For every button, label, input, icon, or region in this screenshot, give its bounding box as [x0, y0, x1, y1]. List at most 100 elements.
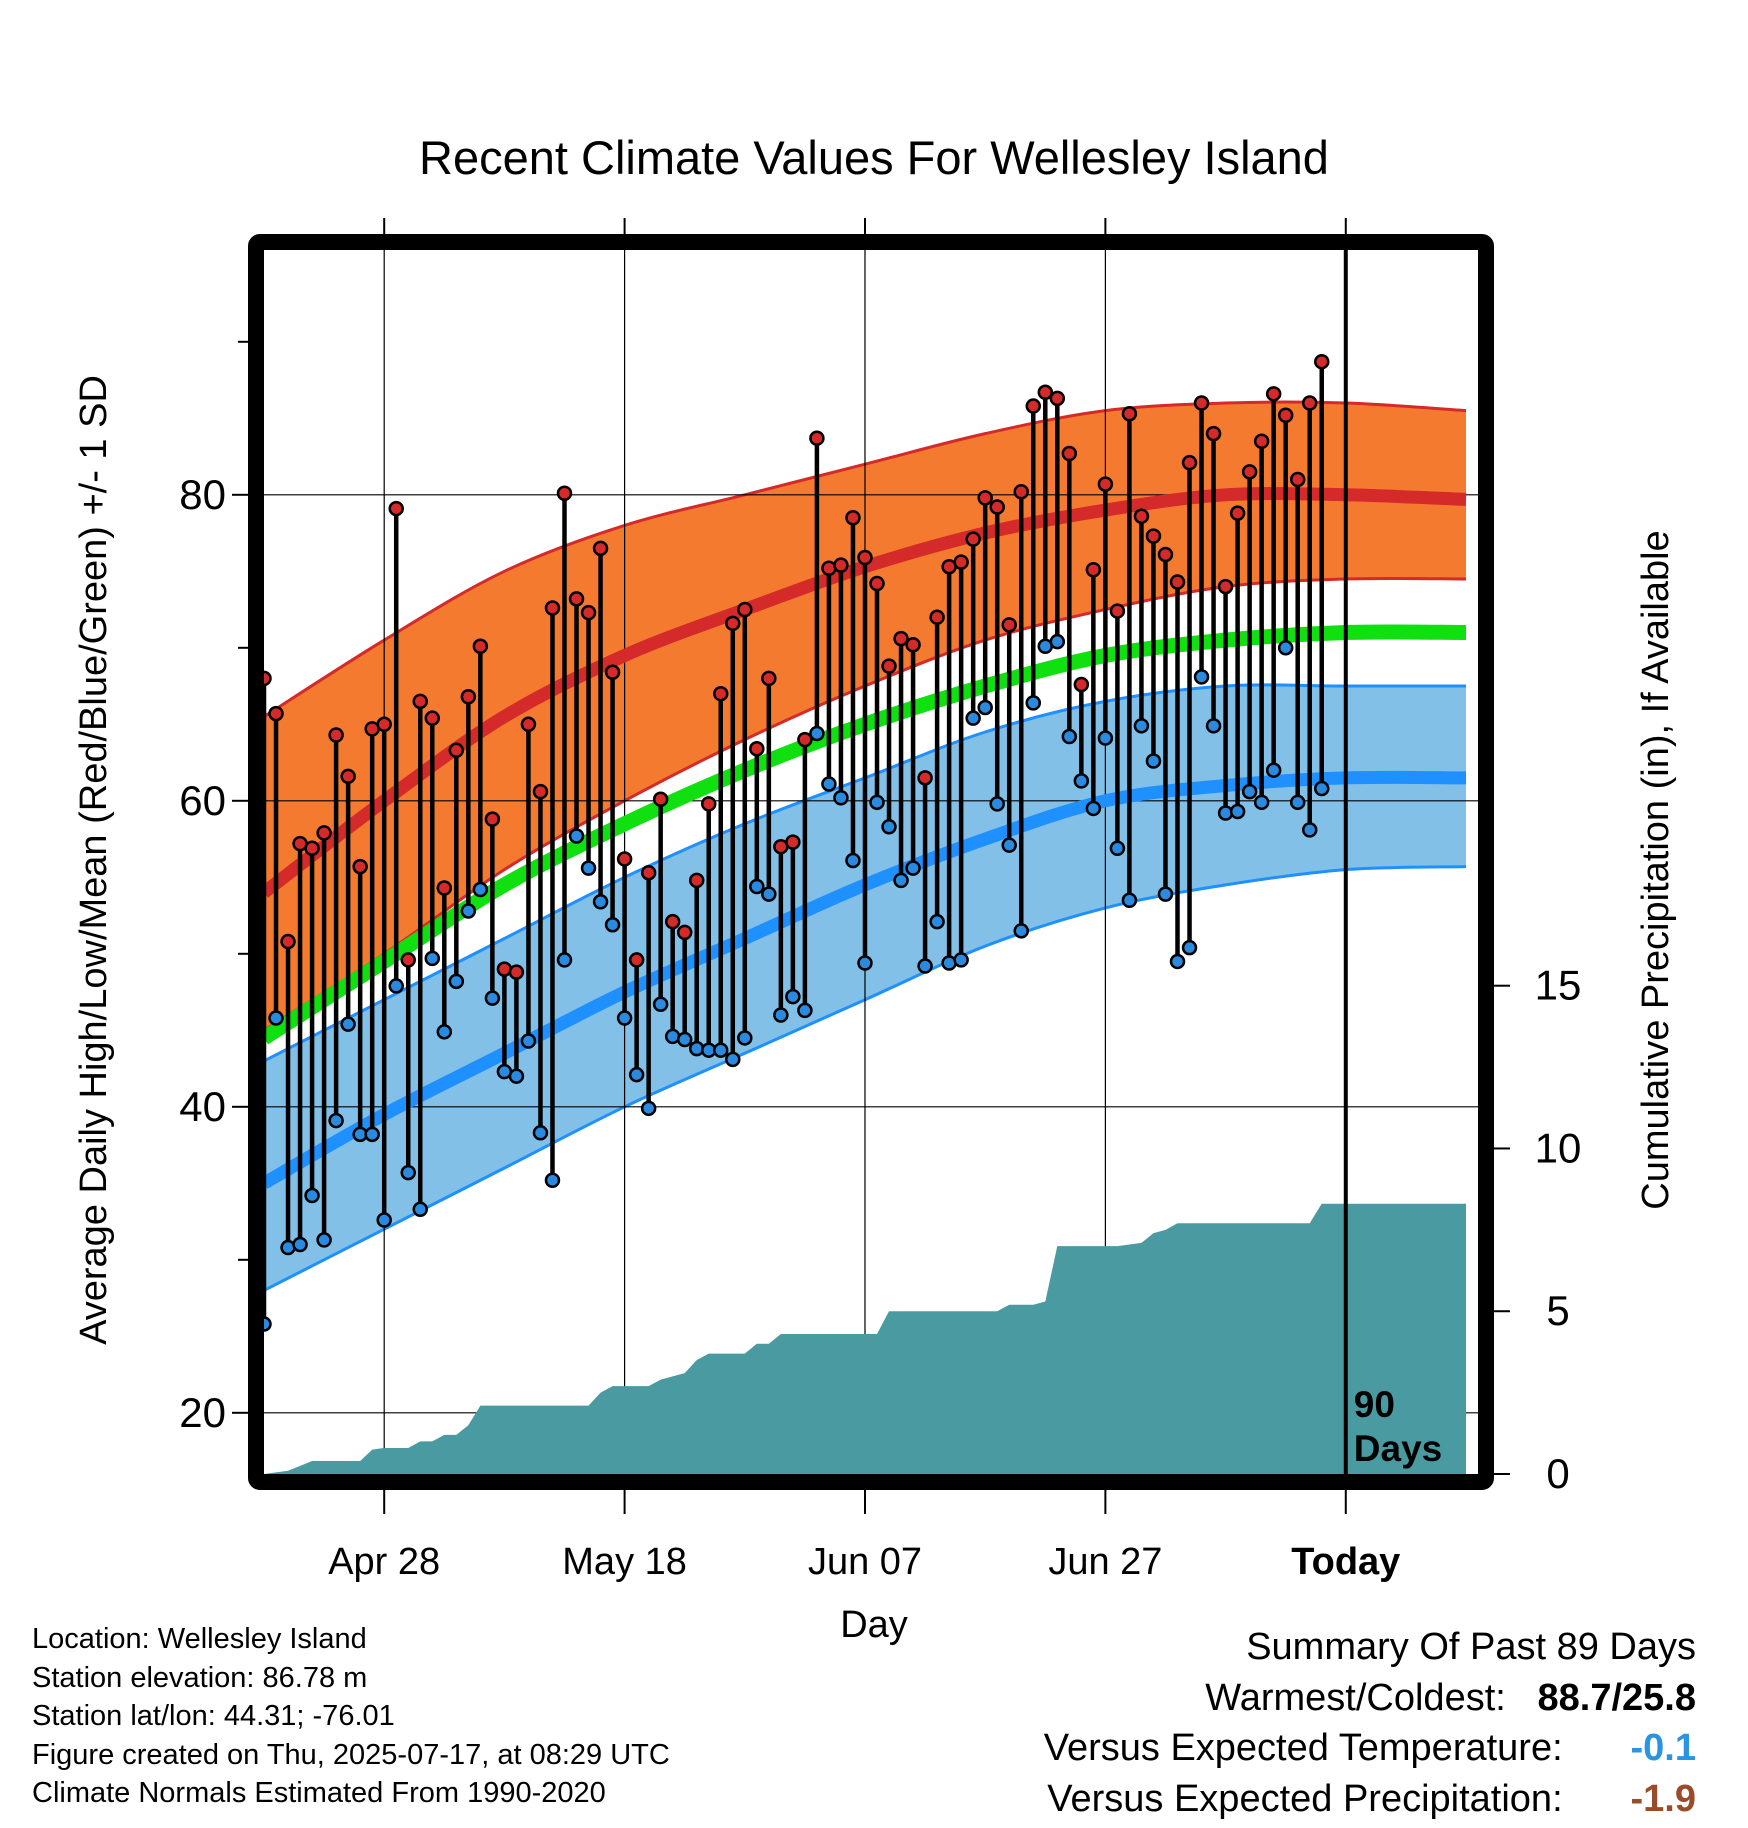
summary-heading: Summary Of Past 89 Days	[1246, 1626, 1696, 1668]
daily-high-dot	[544, 600, 561, 616]
daily-low-dot	[917, 958, 933, 974]
daily-high-dot	[1241, 464, 1258, 480]
daily-high-dot	[1205, 425, 1222, 442]
daily-high-dot	[1073, 676, 1090, 693]
daily-high-dot	[376, 716, 392, 733]
daily-low-dot	[508, 1068, 525, 1084]
daily-high-dot	[328, 727, 344, 743]
daily-high-dot	[761, 670, 777, 687]
daily-low-dot	[424, 950, 441, 967]
precip-deviation-label: Versus Expected Precipitation:	[1047, 1777, 1563, 1820]
daily-high-dot	[628, 952, 645, 968]
daily-low-dot	[773, 1007, 789, 1023]
daily-high-dot	[845, 510, 861, 526]
y-right-tick-label: 0	[1546, 1450, 1569, 1497]
daily-high-dot	[664, 913, 681, 930]
daily-high-dot	[304, 840, 320, 856]
daily-low-dot	[1313, 780, 1330, 797]
x-tick-label: May 18	[562, 1541, 687, 1583]
daily-high-dot	[412, 693, 429, 710]
temp-deviation-label: Versus Expected Temperature:	[1043, 1727, 1563, 1769]
daily-low-dot	[460, 903, 477, 919]
daily-low-dot	[1181, 939, 1198, 956]
daily-low-dot	[737, 1030, 753, 1046]
daily-high-dot	[1133, 508, 1150, 524]
daily-high-dot	[1037, 384, 1054, 401]
daily-high-dot	[640, 864, 657, 881]
daily-low-dot	[268, 1010, 284, 1026]
daily-low-dot	[857, 955, 873, 971]
daily-low-dot	[1109, 840, 1126, 856]
daily-low-dot	[833, 789, 849, 806]
daily-high-dot	[1157, 546, 1174, 563]
daily-low-dot	[640, 1100, 657, 1117]
daily-high-dot	[268, 705, 284, 722]
daily-high-dot	[905, 636, 921, 653]
daily-high-dot	[700, 796, 717, 812]
daily-low-dot	[1169, 953, 1186, 970]
daily-low-dot	[761, 886, 777, 902]
daily-high-dot	[556, 485, 573, 502]
daily-low-dot	[1133, 718, 1150, 734]
daily-low-dot	[809, 725, 825, 742]
daily-high-dot	[388, 500, 404, 517]
daily-low-dot	[616, 1010, 633, 1026]
today-days-label: Days	[1354, 1428, 1442, 1469]
daily-low-dot	[544, 1172, 561, 1188]
summary-panel: Summary Of Past 89 Days Warmest/Coldest:…	[1044, 1622, 1696, 1824]
daily-high-dot	[676, 924, 693, 941]
y-right-tick-label: 15	[1535, 962, 1582, 1009]
daily-low-dot	[592, 894, 609, 910]
location-text: Location: Wellesley Island	[32, 1623, 367, 1655]
x-axis-label: Day	[840, 1604, 908, 1646]
daily-low-dot	[965, 710, 981, 726]
daily-low-dot	[568, 828, 585, 844]
daily-low-dot	[484, 990, 501, 1006]
daily-high-dot	[893, 630, 909, 647]
daily-high-dot	[1061, 445, 1078, 462]
daily-high-dot	[280, 933, 296, 950]
daily-low-dot	[520, 1033, 537, 1049]
daily-high-dot	[1181, 454, 1198, 471]
daily-high-dot	[857, 549, 873, 566]
daily-high-dot	[1109, 603, 1126, 619]
daily-low-dot	[448, 973, 465, 990]
daily-high-dot	[713, 685, 729, 702]
daily-high-dot	[929, 609, 945, 625]
daily-low-dot	[797, 1002, 813, 1019]
daily-range-stems	[261, 361, 1324, 1325]
daily-low-dot	[436, 1024, 453, 1040]
daily-low-dot	[1049, 633, 1066, 650]
daily-high-dot	[725, 615, 741, 632]
y-axis-left-label: Average Daily High/Low/Mean (Red/Blue/Gr…	[73, 375, 115, 1345]
daily-dots	[256, 353, 1330, 1332]
daily-low-dot	[749, 878, 765, 895]
daily-high-dot	[592, 540, 609, 557]
daily-high-dot	[1169, 574, 1186, 590]
daily-high-dot	[352, 858, 368, 875]
daily-high-dot	[1121, 405, 1138, 422]
daily-high-dot	[797, 731, 813, 748]
daily-high-dot	[580, 604, 597, 621]
summary-temp: Versus Expected Temperature: -0.1	[1044, 1723, 1696, 1774]
plot-frame	[248, 234, 1494, 1490]
daily-low-dot	[1013, 923, 1029, 939]
daily-low-dot	[292, 1236, 308, 1253]
daily-low-dot	[1265, 762, 1282, 778]
plot-border	[248, 234, 1494, 1490]
daily-low-dot	[1157, 886, 1174, 902]
daily-low-dot	[881, 819, 897, 835]
daily-high-dot	[1229, 505, 1246, 521]
daily-low-dot	[1085, 800, 1102, 817]
daily-high-dot	[568, 591, 585, 607]
daily-high-dot	[809, 430, 825, 446]
precipitation-area	[264, 1203, 1466, 1474]
daily-low-dot	[364, 1126, 380, 1143]
chart-title: Recent Climate Values For Wellesley Isla…	[419, 131, 1329, 184]
daily-low-dot	[1241, 783, 1258, 800]
daily-high-dot	[917, 770, 933, 786]
daily-low-dot	[845, 852, 861, 869]
daily-high-dot	[460, 689, 477, 705]
